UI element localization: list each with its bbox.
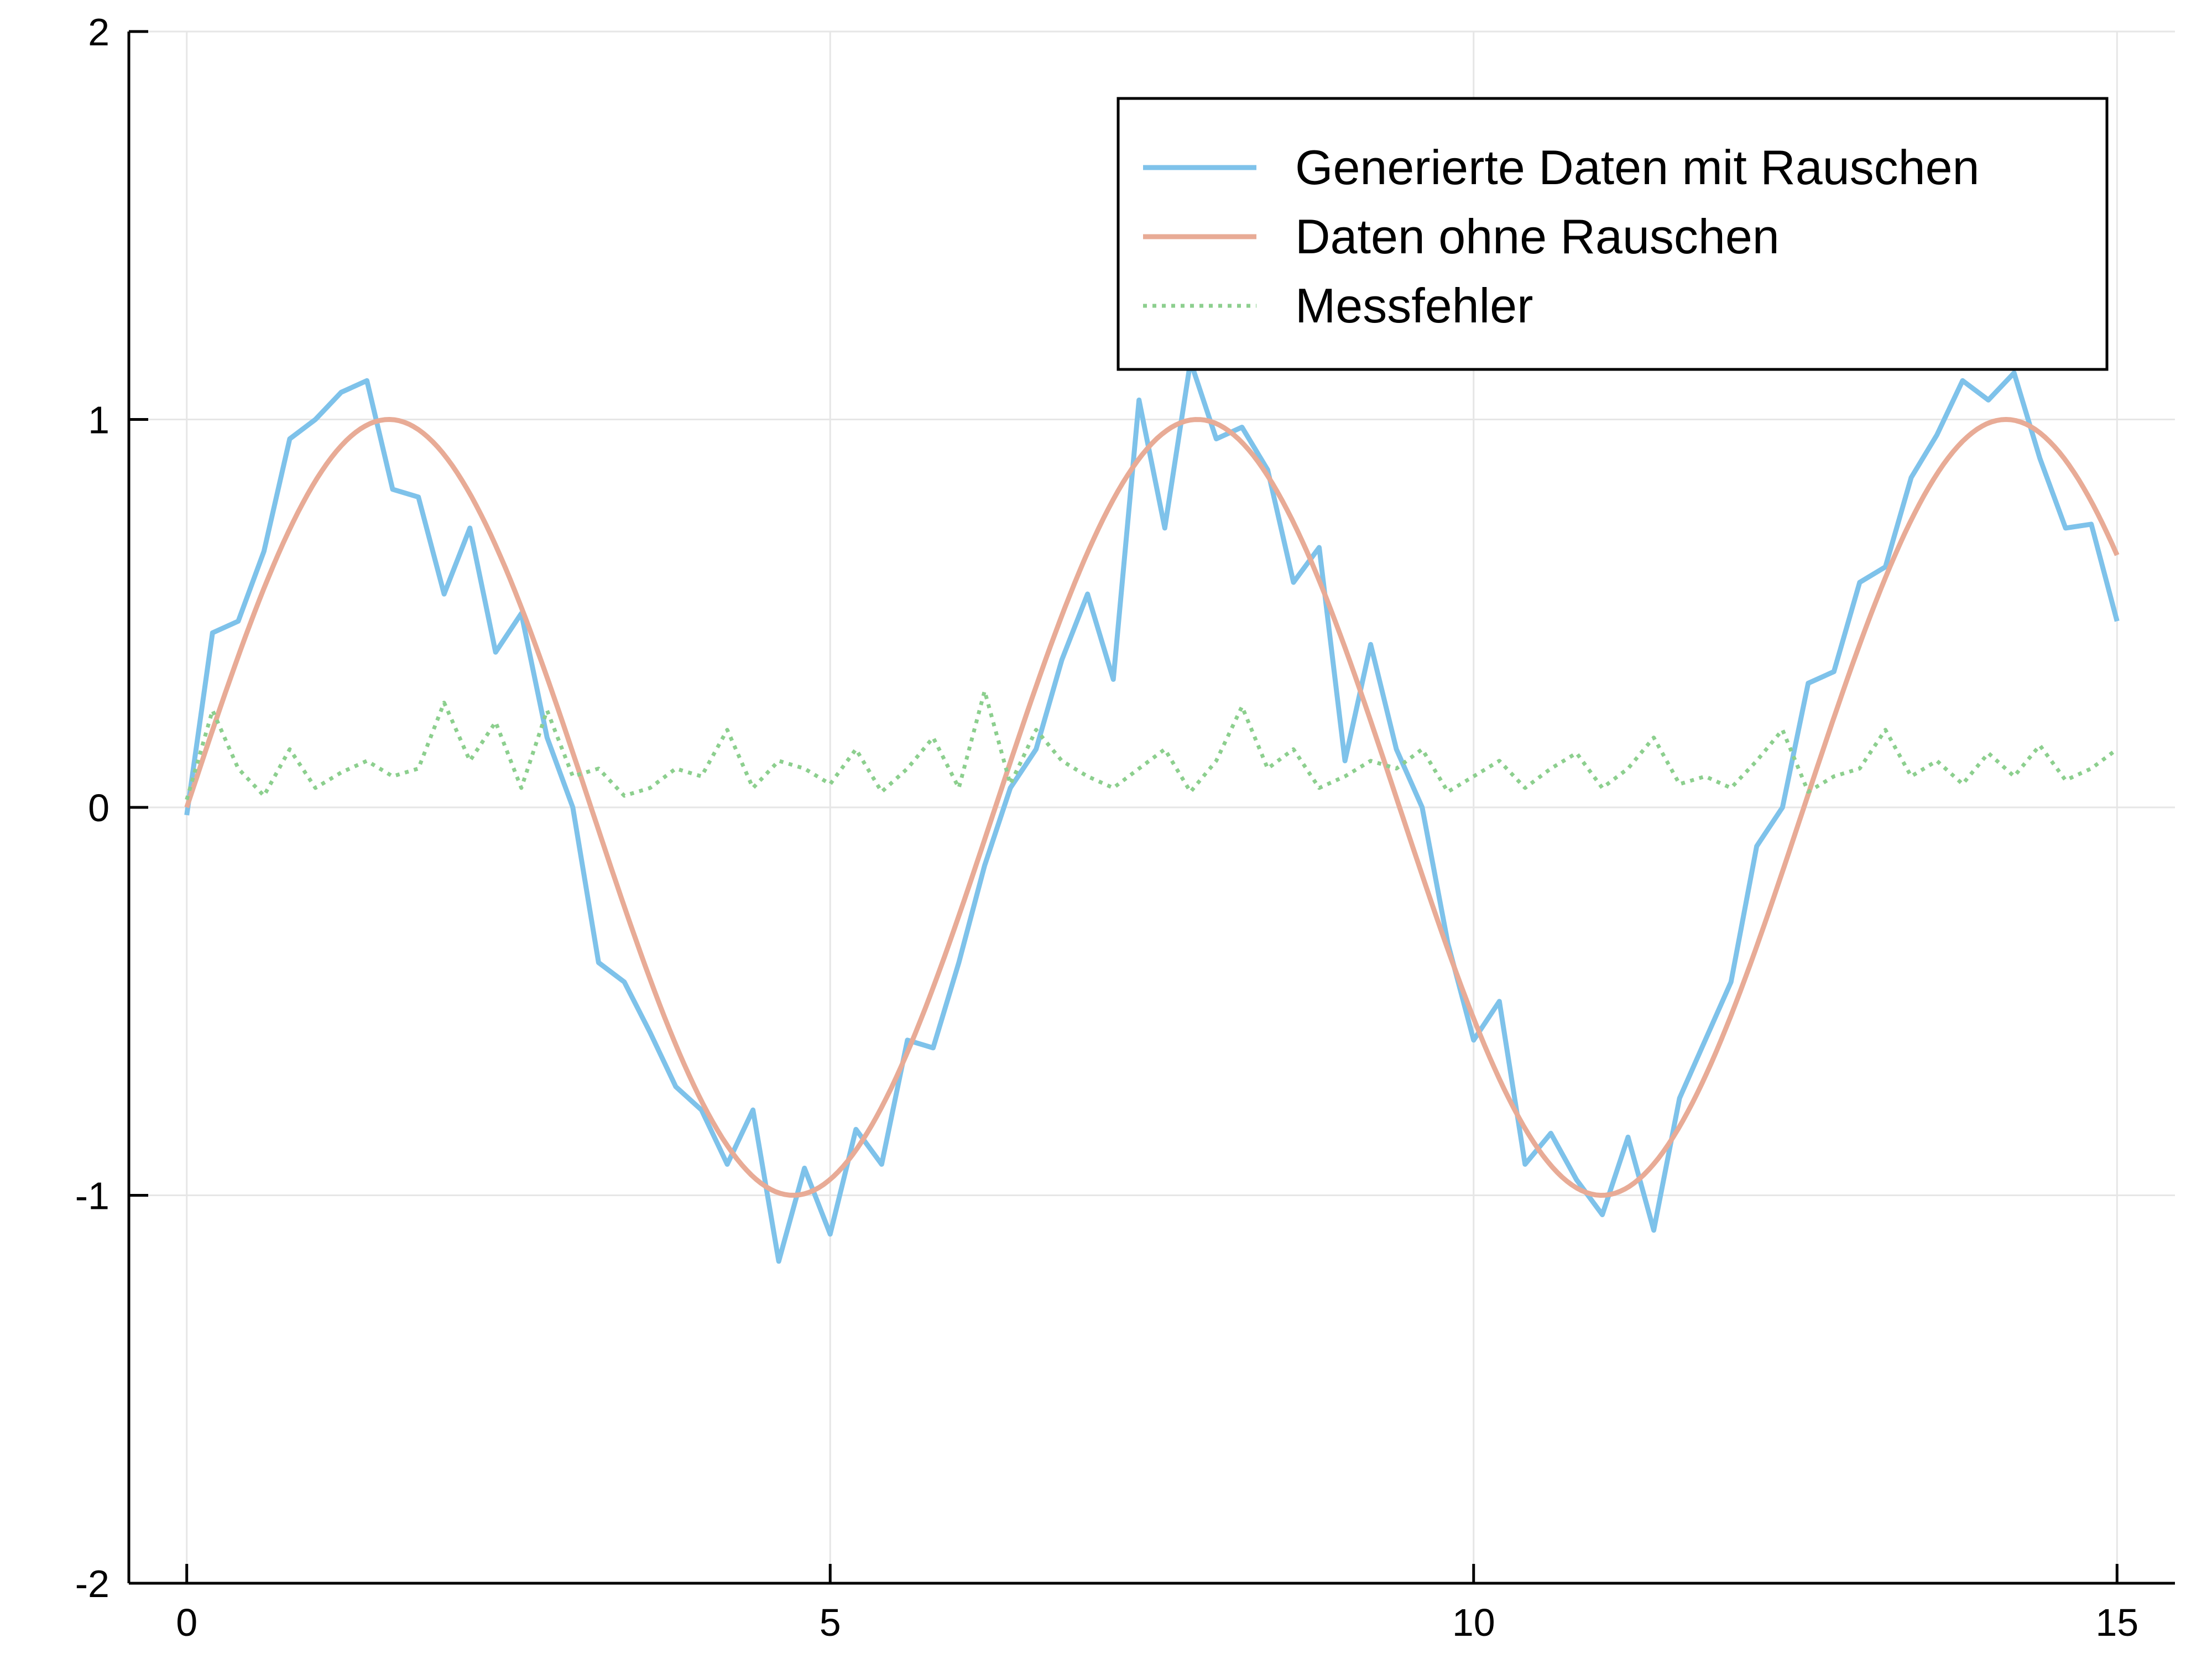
- y-tick-label: -2: [75, 1562, 109, 1605]
- y-tick-label: 1: [88, 399, 109, 442]
- series-line-3: [185, 689, 2119, 800]
- x-tick-label: 15: [2095, 1601, 2138, 1644]
- x-tick-label: 0: [176, 1601, 197, 1644]
- axes-layer: 0 5 10 15 -2 -1 0 1 2: [75, 11, 2175, 1644]
- y-tick-label: -1: [75, 1175, 109, 1218]
- legend-box: [1117, 97, 2109, 371]
- legend-label-1: Generierte Daten mit Rauschen: [1295, 140, 1980, 195]
- y-tick-label: 0: [88, 786, 109, 830]
- series-line-2: [184, 417, 2120, 1198]
- legend-label-2: Daten ohne Rauschen: [1295, 209, 1780, 264]
- y-tick-label: 2: [88, 11, 109, 54]
- legend: Generierte Daten mit Rauschen Daten ohne …: [1117, 97, 2109, 371]
- x-tick-label: 10: [1452, 1601, 1495, 1644]
- x-tick-label: 5: [820, 1601, 841, 1644]
- series-layer: [184, 358, 2120, 1264]
- series-line-1: [184, 358, 2120, 1264]
- legend-label-3: Messfehler: [1295, 278, 1533, 333]
